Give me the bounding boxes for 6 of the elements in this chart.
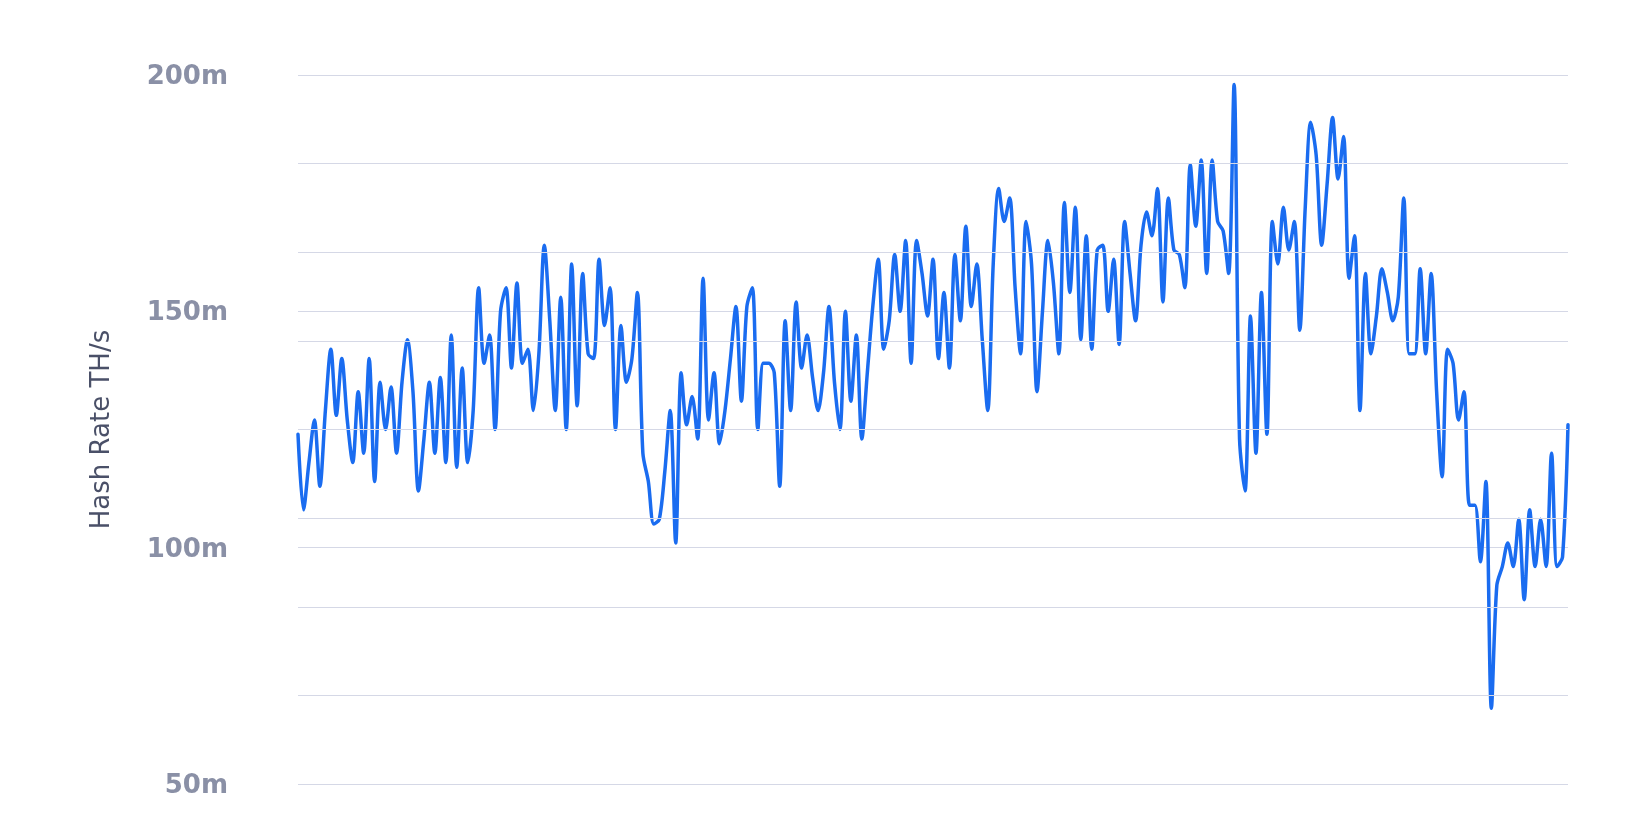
y-tick-label: 100m	[146, 532, 228, 563]
y-axis-title: Hash Rate TH/s	[85, 329, 115, 530]
y-tick-label: 150m	[146, 296, 228, 327]
line-series	[296, 82, 1570, 711]
y-tick-label: 50m	[164, 769, 228, 799]
y-tick-label: 200m	[146, 60, 228, 90]
